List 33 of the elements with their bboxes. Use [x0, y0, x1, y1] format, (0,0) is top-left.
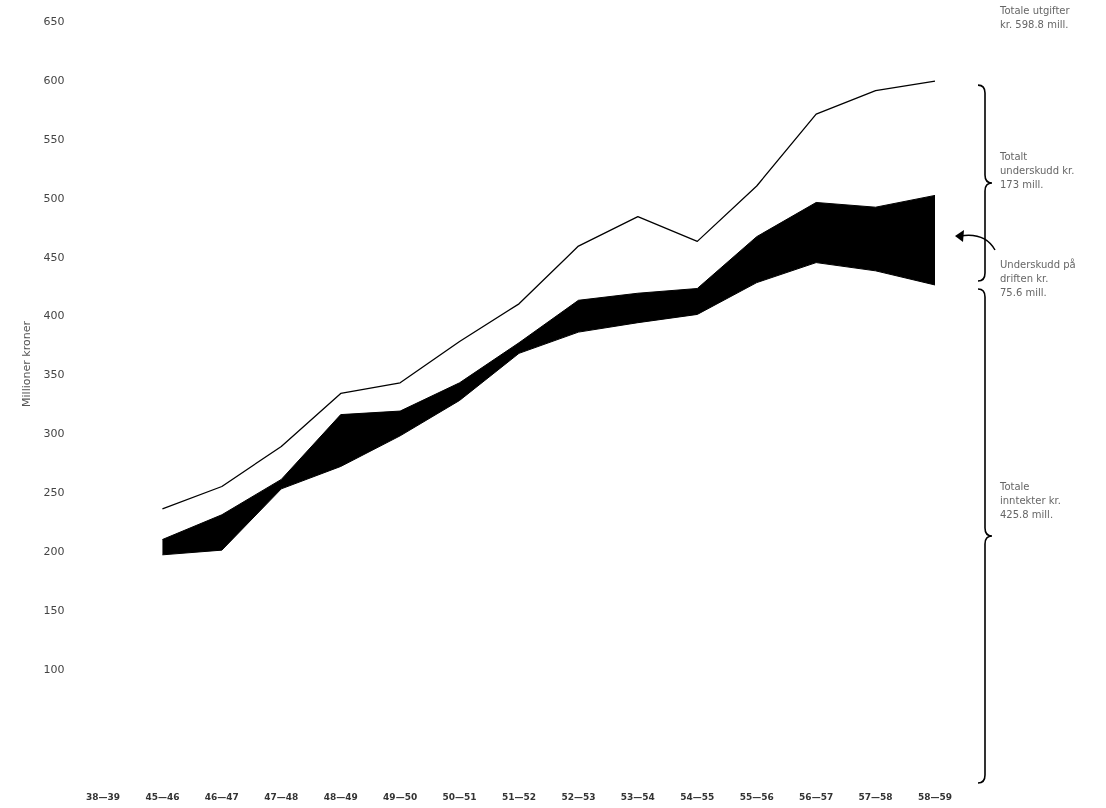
- y-tick-label: 350: [43, 368, 65, 382]
- x-tick-label: 50—51: [442, 792, 477, 802]
- text: Totale inntekter kr. 425.8 mill.: [999, 481, 1061, 520]
- y-tick-label: 400: [43, 309, 65, 323]
- x-tick-label: 55—56: [739, 792, 774, 802]
- y-axis-title: Millioner kroner: [20, 320, 33, 407]
- text: Underskudd på driften kr. 75.6 mill.: [1000, 258, 1076, 298]
- y-tick-label: 300: [43, 427, 65, 441]
- text: Totalt underskudd kr. 173 mill.: [999, 151, 1075, 190]
- y-tick-label: 450: [43, 250, 65, 264]
- y-tick-label: 500: [43, 191, 65, 205]
- x-tick-label: 52—53: [561, 792, 596, 802]
- y-tick-label: 150: [43, 604, 65, 618]
- y-tick-label: 100: [43, 663, 65, 676]
- y-tick-label: 650: [43, 14, 65, 28]
- x-tick-label: 58—59: [917, 792, 953, 802]
- y-tick-label: 200: [43, 545, 65, 559]
- x-tick-label: 49—50: [383, 792, 418, 802]
- x-tick-label: 57—58: [858, 792, 893, 802]
- x-tick-label: 45—46: [145, 792, 180, 802]
- x-tick-label: 38—39: [85, 792, 121, 802]
- y-tick-label: 250: [43, 486, 65, 500]
- x-tick-label: 51—52: [501, 792, 537, 802]
- y-tick-label: 550: [43, 132, 65, 146]
- line-series: [161, 80, 936, 510]
- x-tick-label: 48—49: [323, 792, 358, 802]
- x-tick-label: 56—57: [799, 792, 834, 802]
- x-tick-label: 53—54: [620, 792, 655, 802]
- y-tick-label: 600: [43, 73, 65, 87]
- x-tick-label: 47—48: [264, 792, 299, 802]
- x-tick-label: 54—55: [680, 792, 715, 802]
- x-tick-label: 46—47: [204, 792, 239, 802]
- text: Totale utgifter kr. 598.8 mill.: [999, 5, 1071, 30]
